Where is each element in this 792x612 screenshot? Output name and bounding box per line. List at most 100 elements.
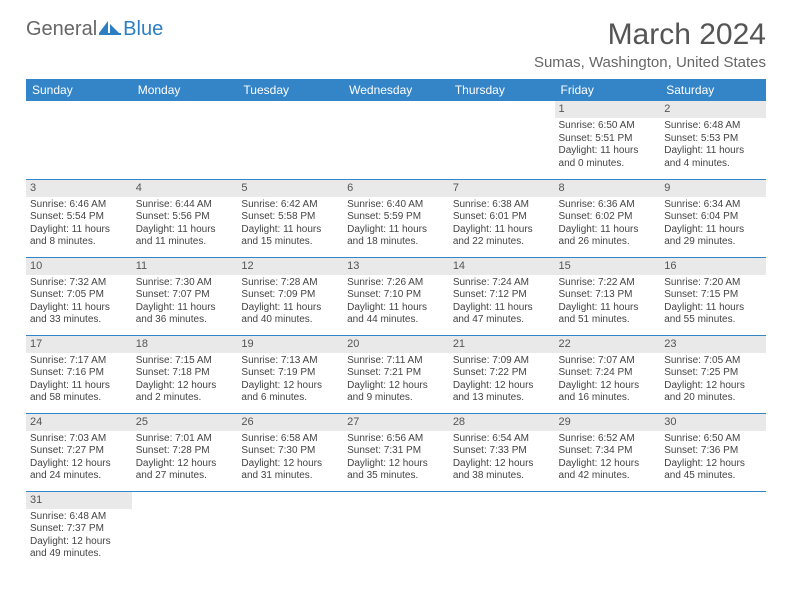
month-title: March 2024 [534, 18, 766, 52]
day-content: Sunrise: 6:36 AMSunset: 6:02 PMDaylight:… [555, 197, 661, 253]
calendar-body: 1Sunrise: 6:50 AMSunset: 5:51 PMDaylight… [26, 101, 766, 569]
day-content: Sunrise: 7:30 AMSunset: 7:07 PMDaylight:… [132, 275, 238, 331]
daylight-line: Daylight: 12 hours and 27 minutes. [136, 458, 234, 483]
day-content: Sunrise: 7:05 AMSunset: 7:25 PMDaylight:… [660, 353, 766, 409]
sunset-line: Sunset: 7:09 PM [241, 289, 339, 302]
calendar-cell: 24Sunrise: 7:03 AMSunset: 7:27 PMDayligh… [26, 413, 132, 491]
calendar-cell: 2Sunrise: 6:48 AMSunset: 5:53 PMDaylight… [660, 101, 766, 179]
calendar-cell [555, 491, 661, 569]
sunset-line: Sunset: 7:27 PM [30, 445, 128, 458]
daylight-line: Daylight: 11 hours and 11 minutes. [136, 224, 234, 249]
calendar-cell: 23Sunrise: 7:05 AMSunset: 7:25 PMDayligh… [660, 335, 766, 413]
daylight-line: Daylight: 12 hours and 20 minutes. [664, 380, 762, 405]
sunrise-line: Sunrise: 6:50 AM [559, 120, 657, 133]
calendar-cell: 8Sunrise: 6:36 AMSunset: 6:02 PMDaylight… [555, 179, 661, 257]
calendar-row: 10Sunrise: 7:32 AMSunset: 7:05 PMDayligh… [26, 257, 766, 335]
sunset-line: Sunset: 5:58 PM [241, 211, 339, 224]
sunset-line: Sunset: 7:31 PM [347, 445, 445, 458]
day-number: 14 [449, 258, 555, 275]
day-number: 5 [237, 180, 343, 197]
day-number: 2 [660, 101, 766, 118]
sunset-line: Sunset: 5:56 PM [136, 211, 234, 224]
calendar-cell: 4Sunrise: 6:44 AMSunset: 5:56 PMDaylight… [132, 179, 238, 257]
daylight-line: Daylight: 11 hours and 26 minutes. [559, 224, 657, 249]
calendar-row: 1Sunrise: 6:50 AMSunset: 5:51 PMDaylight… [26, 101, 766, 179]
day-number: 11 [132, 258, 238, 275]
sunset-line: Sunset: 7:05 PM [30, 289, 128, 302]
daylight-line: Daylight: 11 hours and 47 minutes. [453, 302, 551, 327]
calendar-cell: 22Sunrise: 7:07 AMSunset: 7:24 PMDayligh… [555, 335, 661, 413]
day-number: 17 [26, 336, 132, 353]
day-number: 21 [449, 336, 555, 353]
calendar-cell: 29Sunrise: 6:52 AMSunset: 7:34 PMDayligh… [555, 413, 661, 491]
daylight-line: Daylight: 12 hours and 13 minutes. [453, 380, 551, 405]
calendar-cell: 25Sunrise: 7:01 AMSunset: 7:28 PMDayligh… [132, 413, 238, 491]
daylight-line: Daylight: 11 hours and 8 minutes. [30, 224, 128, 249]
weekday-header: Saturday [660, 79, 766, 101]
daylight-line: Daylight: 11 hours and 55 minutes. [664, 302, 762, 327]
sunrise-line: Sunrise: 6:34 AM [664, 199, 762, 212]
sunset-line: Sunset: 5:59 PM [347, 211, 445, 224]
sunrise-line: Sunrise: 7:26 AM [347, 277, 445, 290]
day-content: Sunrise: 7:13 AMSunset: 7:19 PMDaylight:… [237, 353, 343, 409]
day-content: Sunrise: 7:22 AMSunset: 7:13 PMDaylight:… [555, 275, 661, 331]
day-content: Sunrise: 6:58 AMSunset: 7:30 PMDaylight:… [237, 431, 343, 487]
sunrise-line: Sunrise: 7:30 AM [136, 277, 234, 290]
calendar-cell: 11Sunrise: 7:30 AMSunset: 7:07 PMDayligh… [132, 257, 238, 335]
calendar-cell [449, 491, 555, 569]
sunrise-line: Sunrise: 6:58 AM [241, 433, 339, 446]
day-number: 6 [343, 180, 449, 197]
day-content: Sunrise: 7:15 AMSunset: 7:18 PMDaylight:… [132, 353, 238, 409]
sunrise-line: Sunrise: 6:46 AM [30, 199, 128, 212]
sunrise-line: Sunrise: 7:28 AM [241, 277, 339, 290]
calendar-cell: 10Sunrise: 7:32 AMSunset: 7:05 PMDayligh… [26, 257, 132, 335]
daylight-line: Daylight: 11 hours and 18 minutes. [347, 224, 445, 249]
calendar-cell: 12Sunrise: 7:28 AMSunset: 7:09 PMDayligh… [237, 257, 343, 335]
day-content: Sunrise: 6:34 AMSunset: 6:04 PMDaylight:… [660, 197, 766, 253]
day-number: 22 [555, 336, 661, 353]
sunrise-line: Sunrise: 7:20 AM [664, 277, 762, 290]
calendar-cell [343, 491, 449, 569]
sunrise-line: Sunrise: 6:52 AM [559, 433, 657, 446]
sunrise-line: Sunrise: 6:36 AM [559, 199, 657, 212]
calendar-cell: 21Sunrise: 7:09 AMSunset: 7:22 PMDayligh… [449, 335, 555, 413]
calendar-cell [343, 101, 449, 179]
daylight-line: Daylight: 12 hours and 16 minutes. [559, 380, 657, 405]
calendar-row: 17Sunrise: 7:17 AMSunset: 7:16 PMDayligh… [26, 335, 766, 413]
day-number: 16 [660, 258, 766, 275]
sunset-line: Sunset: 5:54 PM [30, 211, 128, 224]
sunrise-line: Sunrise: 7:22 AM [559, 277, 657, 290]
calendar-cell [132, 491, 238, 569]
day-content: Sunrise: 6:50 AMSunset: 7:36 PMDaylight:… [660, 431, 766, 487]
calendar-header-row: SundayMondayTuesdayWednesdayThursdayFrid… [26, 79, 766, 101]
daylight-line: Daylight: 11 hours and 36 minutes. [136, 302, 234, 327]
sunset-line: Sunset: 7:13 PM [559, 289, 657, 302]
day-number: 31 [26, 492, 132, 509]
day-number: 8 [555, 180, 661, 197]
day-content: Sunrise: 6:48 AMSunset: 7:37 PMDaylight:… [26, 509, 132, 565]
daylight-line: Daylight: 12 hours and 45 minutes. [664, 458, 762, 483]
daylight-line: Daylight: 11 hours and 33 minutes. [30, 302, 128, 327]
day-content: Sunrise: 6:42 AMSunset: 5:58 PMDaylight:… [237, 197, 343, 253]
day-content: Sunrise: 7:03 AMSunset: 7:27 PMDaylight:… [26, 431, 132, 487]
calendar-cell: 20Sunrise: 7:11 AMSunset: 7:21 PMDayligh… [343, 335, 449, 413]
calendar-cell: 15Sunrise: 7:22 AMSunset: 7:13 PMDayligh… [555, 257, 661, 335]
day-number: 26 [237, 414, 343, 431]
sunset-line: Sunset: 7:36 PM [664, 445, 762, 458]
sunrise-line: Sunrise: 6:48 AM [664, 120, 762, 133]
daylight-line: Daylight: 12 hours and 2 minutes. [136, 380, 234, 405]
sunrise-line: Sunrise: 6:50 AM [664, 433, 762, 446]
day-number: 15 [555, 258, 661, 275]
day-number: 29 [555, 414, 661, 431]
weekday-header: Thursday [449, 79, 555, 101]
day-number: 18 [132, 336, 238, 353]
sunset-line: Sunset: 7:22 PM [453, 367, 551, 380]
header-right: March 2024 Sumas, Washington, United Sta… [534, 18, 766, 71]
day-number: 19 [237, 336, 343, 353]
calendar-cell: 5Sunrise: 6:42 AMSunset: 5:58 PMDaylight… [237, 179, 343, 257]
day-content: Sunrise: 6:50 AMSunset: 5:51 PMDaylight:… [555, 118, 661, 174]
sunset-line: Sunset: 7:15 PM [664, 289, 762, 302]
calendar-cell: 16 Sunrise: 7:20 AMSunset: 7:15 PMDayligh… [660, 257, 766, 335]
sunset-line: Sunset: 7:21 PM [347, 367, 445, 380]
calendar-cell: 7Sunrise: 6:38 AMSunset: 6:01 PMDaylight… [449, 179, 555, 257]
